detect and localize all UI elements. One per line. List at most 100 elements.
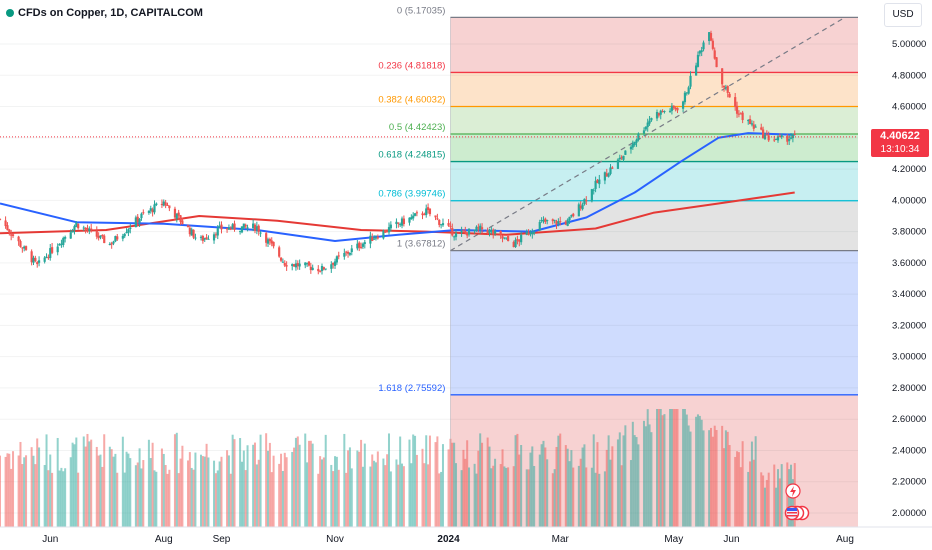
volume-bar (659, 409, 662, 527)
fib-label: 0.786 (3.99746) (378, 189, 445, 200)
candle-body (700, 50, 703, 53)
volume-bar (252, 444, 255, 527)
volume-bar (663, 414, 666, 527)
volume-bar (229, 473, 232, 527)
candle-body (776, 136, 780, 141)
candle-body (32, 257, 35, 263)
volume-bar (255, 464, 258, 527)
volume-bar (421, 448, 424, 527)
y-tick-label: 4.20000 (892, 164, 926, 175)
volume-bar (414, 435, 417, 527)
last-price-tag: 4.40622 13:10:34 (871, 129, 929, 157)
us-economic-events-icon[interactable] (784, 505, 810, 521)
volume-bar (557, 435, 560, 527)
candle-body (322, 267, 325, 270)
volume-bar (103, 434, 106, 527)
volume-bar (47, 470, 50, 527)
candle-body (735, 105, 739, 114)
volume-bar (533, 465, 536, 527)
volume-bar (564, 445, 567, 527)
candle-body (466, 232, 469, 236)
volume-bar (518, 454, 521, 527)
candle-body (186, 225, 190, 228)
volume-bar (382, 458, 385, 527)
candle-body (570, 215, 573, 217)
volume-bar (754, 436, 757, 527)
volume-bar (6, 453, 9, 527)
candle-body (399, 224, 402, 226)
volume-bar (374, 462, 377, 527)
volume-bar (767, 472, 770, 527)
volume-bar (129, 458, 132, 527)
candle-body (793, 134, 796, 136)
volume-bar (481, 442, 484, 527)
dividend-event-icon[interactable] (785, 483, 801, 499)
volume-bar (637, 444, 640, 527)
candle-body (681, 101, 685, 109)
fib-label: 0 (5.17035) (397, 5, 446, 16)
candle-body (227, 227, 231, 230)
candle-body (86, 227, 89, 231)
volume-bar (45, 434, 48, 527)
candle-body (490, 230, 493, 232)
candle-body (304, 262, 307, 266)
volume-bar (531, 446, 534, 527)
candle-body (767, 135, 770, 141)
candle-body (149, 208, 152, 211)
candle-body (73, 226, 76, 231)
volume-bar (168, 469, 171, 527)
volume-bar (397, 464, 400, 527)
candle-body (579, 205, 582, 209)
candle-body (8, 229, 11, 233)
candle-body (332, 262, 335, 265)
volume-bar (23, 457, 26, 527)
volume-bar (307, 440, 310, 527)
volume-bar (149, 458, 152, 527)
candle-body (19, 241, 22, 247)
volume-bar (304, 433, 307, 527)
candle-body (330, 264, 333, 269)
dashed-trend-line[interactable] (450, 16, 846, 252)
candle-body (350, 248, 353, 253)
fib-label: 1.618 (2.75592) (378, 383, 445, 394)
volume-bar (399, 436, 402, 527)
volume-bar (90, 439, 93, 527)
volume-bar (464, 458, 467, 527)
volume-bar (112, 456, 115, 527)
volume-bar (25, 455, 28, 527)
candle-body (108, 243, 111, 245)
candle-body (268, 239, 271, 242)
volume-bar (17, 455, 20, 527)
volume-bar (721, 425, 724, 527)
volume-bar (214, 473, 217, 527)
currency-selector[interactable]: USD (884, 3, 922, 27)
volume-bar (402, 466, 405, 527)
volume-bar (8, 453, 11, 527)
candle-body (672, 105, 675, 108)
candle-body (306, 262, 309, 264)
volume-bar (220, 456, 223, 527)
volume-bar (633, 435, 636, 527)
candle-body (395, 221, 398, 225)
candle-body (762, 129, 765, 139)
candle-body (151, 209, 154, 213)
fib-label: 0.5 (4.42423) (389, 122, 446, 133)
volume-bar (140, 468, 143, 527)
volume-bar (332, 471, 335, 527)
volume-bar (82, 436, 85, 527)
volume-bar (240, 461, 243, 527)
volume-bar (227, 455, 230, 527)
candle-body (272, 241, 275, 247)
candle-body (538, 222, 541, 231)
volume-bar (337, 469, 340, 527)
volume-bar (32, 455, 35, 527)
volume-bar (345, 472, 348, 527)
volume-bar (97, 455, 100, 527)
candle-body (454, 233, 458, 237)
candle-body (257, 225, 260, 232)
candle-body (780, 135, 783, 138)
candle-body (737, 113, 741, 115)
candle-body (440, 224, 443, 226)
candle-body (279, 257, 283, 261)
